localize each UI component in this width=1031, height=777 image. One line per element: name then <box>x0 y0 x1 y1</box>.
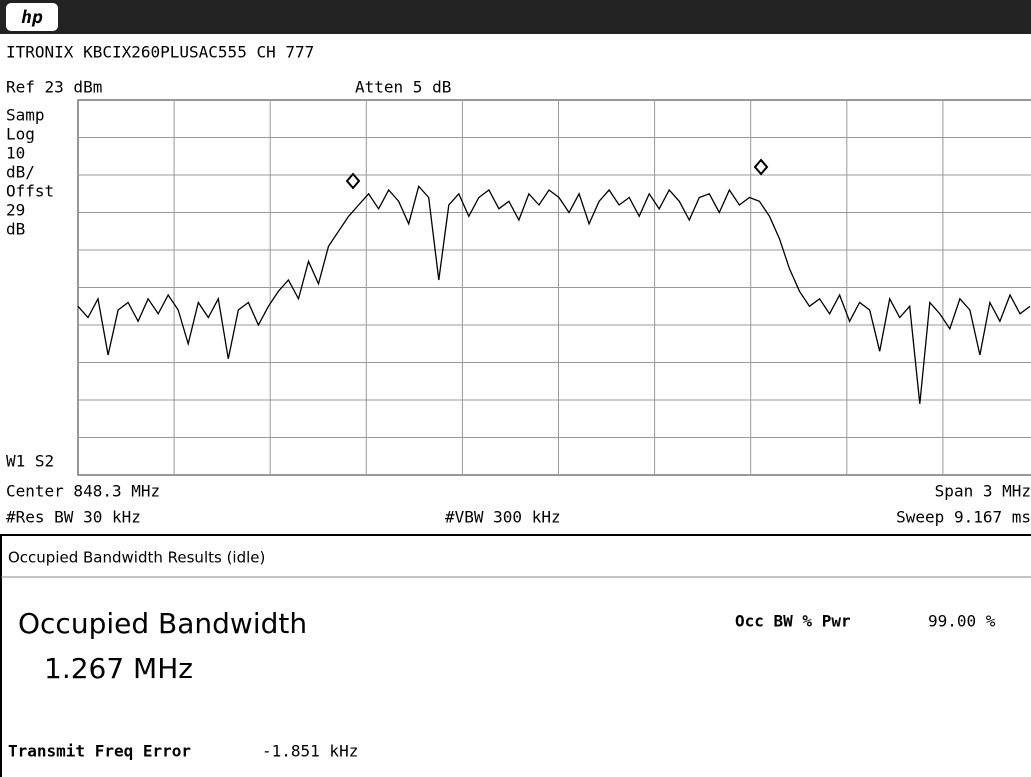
side-label: 29 <box>6 201 25 220</box>
header-title: ITRONIX KBCIX260PLUSAC555 CH 777 <box>6 43 314 62</box>
trace-label: W1 S2 <box>6 452 54 471</box>
markers <box>345 158 769 190</box>
rbw: #Res BW 30 kHz <box>6 508 141 527</box>
side-label: dB <box>6 220 25 239</box>
side-label: Samp <box>6 106 45 125</box>
attenuation: Atten 5 dB <box>355 78 451 97</box>
side-label: Offst <box>6 182 54 201</box>
top-bar <box>0 0 1031 34</box>
logo-box <box>6 3 58 31</box>
ref-level: Ref 23 dBm <box>6 78 102 97</box>
trace <box>77 184 1031 404</box>
sweep: Sweep 9.167 ms <box>896 508 1031 527</box>
panel-title: Occupied Bandwidth Results (idle) <box>8 549 265 567</box>
graticule <box>77 99 1031 476</box>
span: Span 3 MHz <box>935 482 1031 501</box>
side-label: Log <box>6 125 35 144</box>
results-panel <box>0 534 1031 777</box>
results-heading: Occupied Bandwidth <box>18 607 307 640</box>
side-label: dB/ <box>6 163 35 182</box>
vbw: #VBW 300 kHz <box>445 508 561 527</box>
side-label: 10 <box>6 144 25 163</box>
error-label: Transmit Freq Error <box>8 742 191 761</box>
center-freq: Center 848.3 MHz <box>6 482 160 501</box>
pwr-value: 99.00 % <box>928 612 996 631</box>
pwr-label: Occ BW % Pwr <box>735 612 851 631</box>
logo: hp <box>21 7 43 28</box>
error-value: -1.851 kHz <box>262 742 358 761</box>
occupied-bandwidth: 1.267 MHz <box>44 652 193 685</box>
